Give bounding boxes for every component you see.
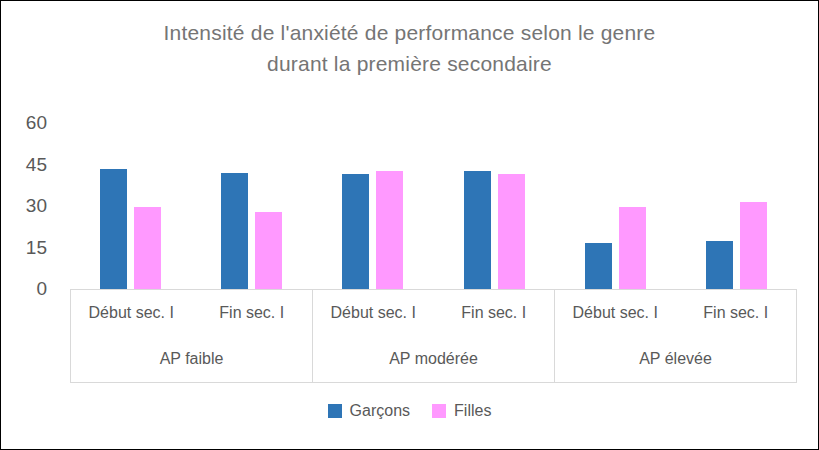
legend: Garçons Filles [1, 402, 818, 420]
legend-item: Garçons [328, 402, 410, 420]
bar-filles [255, 212, 282, 289]
subcategory-label: Fin sec. I [192, 290, 313, 336]
chart-frame: Intensité de l'anxiété de performance se… [0, 0, 819, 450]
subcategory-label: Début sec. I [71, 290, 192, 336]
bar-filles [134, 207, 161, 289]
legend-item: Filles [432, 402, 491, 420]
legend-marker-icon [432, 404, 446, 418]
bar-garons [221, 173, 248, 289]
subcategory-label: Fin sec. I [434, 290, 555, 336]
bar-garons [100, 169, 127, 289]
subcategory-label: Fin sec. I [676, 290, 797, 336]
subcategory-label: Début sec. I [555, 290, 676, 336]
category-label: AP élevée [555, 336, 796, 382]
category-group: Début sec. IFin sec. IAP faible [71, 290, 312, 382]
subcategory-row: Début sec. IFin sec. I [71, 290, 312, 336]
category-group: Début sec. IFin sec. IAP modérée [312, 290, 554, 382]
subcategory-label: Début sec. I [313, 290, 434, 336]
bar-filles [376, 171, 403, 289]
category-axis: Début sec. IFin sec. IAP faibleDébut sec… [70, 289, 797, 383]
bar-garons [706, 241, 733, 289]
bar-garons [585, 243, 612, 289]
bar-garons [464, 171, 491, 289]
category-label: AP faible [71, 336, 312, 382]
legend-label: Garçons [350, 402, 410, 420]
bar-filles [740, 202, 767, 289]
legend-label: Filles [454, 402, 491, 420]
bar-filles [498, 174, 525, 289]
category-label: AP modérée [313, 336, 554, 382]
category-group: Début sec. IFin sec. IAP élevée [554, 290, 796, 382]
bar-filles [619, 207, 646, 289]
subcategory-row: Début sec. IFin sec. I [313, 290, 554, 336]
legend-marker-icon [328, 404, 342, 418]
subcategory-row: Début sec. IFin sec. I [555, 290, 796, 336]
bar-garons [342, 174, 369, 289]
